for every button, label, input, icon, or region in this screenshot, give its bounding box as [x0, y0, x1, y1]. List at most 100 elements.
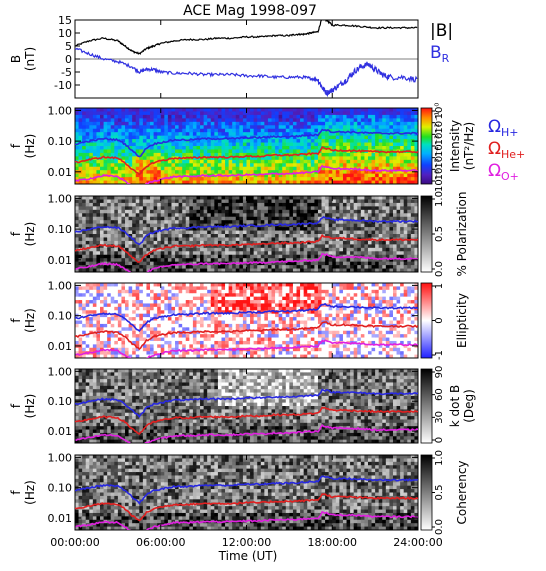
- spectrogram-cell: [271, 237, 276, 242]
- spectrogram-cell: [110, 202, 115, 207]
- spectrogram-cell: [250, 220, 255, 225]
- spectrogram-cell: [325, 125, 330, 130]
- spectrogram-cell: [189, 206, 194, 211]
- spectrogram-cell: [260, 177, 265, 181]
- spectrogram-cell: [107, 180, 112, 184]
- spectrogram-cell: [314, 265, 319, 269]
- spectrogram-cell: [403, 114, 408, 119]
- spectrogram-cell: [85, 354, 90, 358]
- spectrogram-cell: [78, 268, 83, 272]
- spectrogram-cell: [289, 196, 294, 200]
- spectrogram-cell: [360, 196, 365, 200]
- spectrogram-cell: [150, 159, 154, 164]
- spectrogram-cell: [375, 251, 380, 256]
- spectrogram-cell: [282, 142, 287, 147]
- spectrogram-cell: [160, 240, 165, 245]
- spectrogram-cell: [267, 149, 272, 154]
- spectrogram-cell: [82, 240, 87, 245]
- spectrogram-cell: [275, 132, 280, 137]
- spectrogram-cell: [296, 146, 301, 150]
- spectrogram-cell: [264, 209, 269, 214]
- spectrogram-cell: [339, 223, 344, 228]
- spectrogram-cell: [396, 142, 401, 147]
- spectrogram-cell: [164, 340, 169, 345]
- spectrogram-cell: [328, 177, 333, 181]
- spectrogram-cell: [260, 118, 265, 123]
- spectrogram-cell: [132, 317, 137, 321]
- spectrogram-cell: [157, 199, 162, 204]
- spectrogram-cell: [225, 152, 230, 157]
- spectrogram-cell: [121, 330, 126, 335]
- spectrogram-cell: [303, 261, 308, 266]
- spectrogram-cell: [121, 240, 126, 245]
- spectrogram-cell: [375, 166, 380, 171]
- spectrogram-cell: [142, 286, 147, 291]
- spectrogram-cell: [135, 296, 140, 301]
- spectrogram-cell: [85, 202, 90, 207]
- spectrogram-cell: [403, 199, 408, 204]
- spectrogram-cell: [260, 268, 265, 272]
- spectrogram-cell: [392, 206, 397, 211]
- spectrogram-cell: [200, 265, 205, 269]
- legend-subscript: R: [442, 52, 450, 65]
- spectrogram-cell: [310, 118, 315, 123]
- spectrogram-cell: [203, 152, 208, 157]
- spectrogram-cell: [110, 209, 115, 214]
- spectrogram-cell: [96, 237, 101, 242]
- spectrogram-cell: [396, 213, 401, 218]
- spectrogram-cell: [103, 111, 108, 116]
- spectrogram-cell: [335, 199, 340, 204]
- spectrogram-cell: [125, 313, 129, 318]
- spectrogram-cell: [285, 149, 290, 154]
- spectrogram-cell: [257, 132, 262, 137]
- spectrogram-cell: [350, 180, 355, 184]
- spectrogram-cell: [367, 177, 372, 181]
- spectrogram-cell: [346, 251, 351, 256]
- spectrogram-cell: [250, 265, 255, 269]
- spectrogram-cell: [100, 351, 104, 355]
- spectrogram-cell: [203, 230, 208, 235]
- spectrogram-cell: [414, 111, 418, 116]
- spectrogram-cell: [189, 237, 194, 242]
- spectrogram-cell: [353, 202, 358, 207]
- spectrogram-cell: [403, 206, 408, 211]
- spectrogram-cell: [89, 209, 94, 214]
- spectrogram-cell: [160, 125, 165, 130]
- spectrogram-cell: [353, 234, 358, 238]
- spectrogram-cell: [300, 206, 305, 211]
- spectrogram-cell: [185, 240, 190, 245]
- spectrogram-cell: [121, 313, 126, 318]
- spectrogram-cell: [160, 199, 165, 204]
- spectrogram-cell: [300, 258, 305, 263]
- spectrogram-cell: [182, 293, 187, 298]
- spectrogram-cell: [110, 265, 115, 269]
- spectrogram-cell: [292, 230, 297, 235]
- spectrogram-cell: [85, 132, 90, 137]
- spectrogram-cell: [150, 121, 154, 126]
- spectrogram-cell: [385, 213, 390, 218]
- spectrogram-cell: [92, 261, 97, 266]
- spectrogram-cell: [232, 199, 237, 204]
- spectrogram-cell: [292, 220, 297, 225]
- spectrogram-cell: [182, 296, 187, 301]
- spectrogram-cell: [128, 347, 133, 352]
- spectrogram-cell: [192, 237, 197, 242]
- spectrogram-cell: [392, 261, 397, 266]
- spectrogram-cell: [346, 121, 351, 126]
- spectrogram-cell: [89, 317, 94, 321]
- spectrogram-cell: [296, 247, 301, 252]
- spectrogram-cell: [207, 199, 212, 204]
- spectrogram-cell: [385, 206, 390, 211]
- spectrogram-cell: [253, 121, 258, 126]
- spectrogram-cell: [96, 293, 101, 298]
- spectrogram-cell: [200, 196, 205, 200]
- spectrogram-cell: [150, 251, 154, 256]
- spectrogram-cell: [182, 118, 187, 123]
- spectrogram-cell: [78, 213, 83, 218]
- spectrogram-cell: [192, 251, 197, 256]
- spectrogram-cell: [142, 149, 147, 154]
- spectrogram-cell: [221, 180, 226, 184]
- spectrogram-cell: [178, 230, 183, 235]
- spectrogram-cell: [278, 206, 283, 211]
- spectrogram-cell: [232, 230, 237, 235]
